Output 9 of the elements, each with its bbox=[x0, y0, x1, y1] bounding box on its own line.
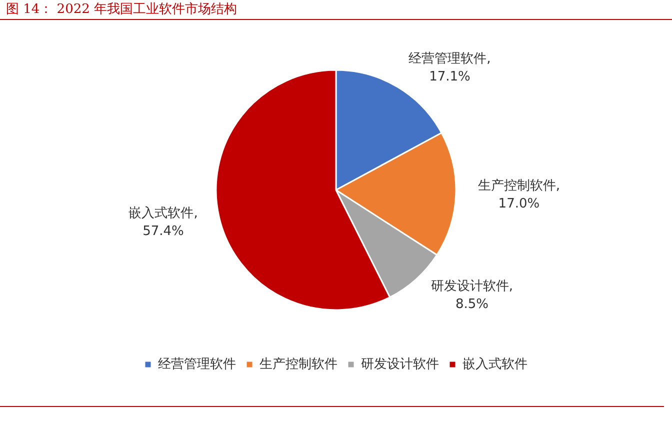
data-label: 生产控制软件, 17.0% bbox=[478, 178, 560, 212]
legend-label: 嵌入式软件 bbox=[462, 356, 528, 372]
data-label: 嵌入式软件, 57.4% bbox=[128, 206, 198, 240]
legend-label: 生产控制软件 bbox=[260, 356, 338, 372]
data-label: 经营管理软件, 17.1% bbox=[408, 51, 491, 84]
legend-label: 经营管理软件 bbox=[158, 356, 236, 372]
data-label: 研发设计软件, 8.5% bbox=[430, 279, 514, 312]
legend-label: 研发设计软件 bbox=[361, 356, 439, 372]
chart-title: 图 14： 2022 年我国工业软件市场结构 bbox=[0, 0, 672, 20]
